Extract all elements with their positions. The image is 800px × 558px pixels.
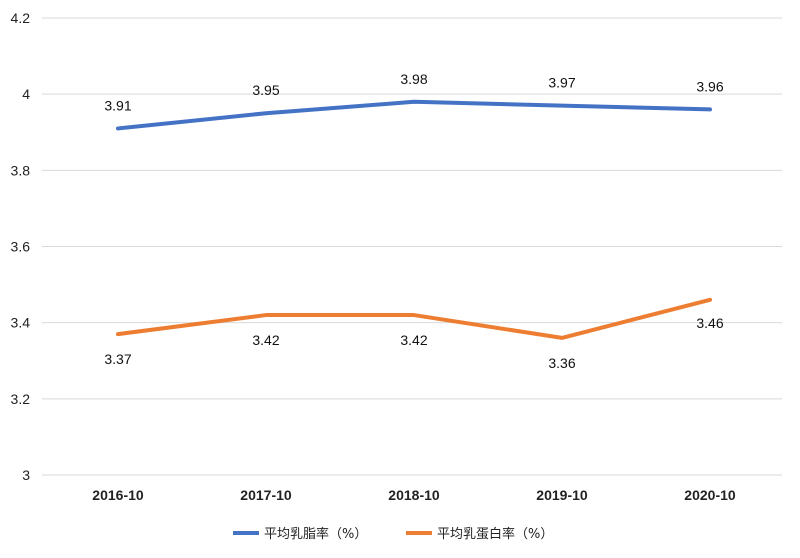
x-tick-label: 2019-10 (536, 487, 588, 503)
data-label: 3.98 (400, 71, 427, 87)
series-lines (116, 99, 712, 340)
data-label: 3.96 (696, 78, 723, 94)
data-label: 3.36 (548, 355, 575, 371)
y-tick-label: 3.6 (11, 239, 31, 255)
x-tick-label: 2017-10 (240, 487, 292, 503)
data-label: 3.97 (548, 75, 575, 91)
data-label: 3.95 (252, 82, 279, 98)
x-tick-label: 2018-10 (388, 487, 440, 503)
y-tick-label: 3.4 (11, 315, 31, 331)
y-tick-label: 3.8 (11, 162, 31, 178)
data-label: 3.37 (104, 351, 131, 367)
x-axis-ticks: 2016-10 2017-10 2018-10 2019-10 2020-10 (92, 487, 736, 503)
data-label: 3.42 (252, 332, 279, 348)
series-line-0 (116, 99, 712, 131)
legend: 平均乳脂率（%） 平均乳蛋白率（%） (233, 526, 553, 542)
y-tick-label: 4 (22, 86, 30, 102)
y-tick-label: 3 (22, 467, 30, 483)
data-labels: 3.91 3.95 3.98 3.97 3.96 3.37 3.42 3.42 3.36 3.46 (104, 71, 723, 371)
legend-label-fat: 平均乳脂率（%） (264, 526, 367, 542)
data-label: 3.42 (400, 332, 427, 348)
y-axis-ticks: 3 3.2 3.4 3.6 3.8 4 4.2 (11, 10, 31, 483)
series-line-1 (116, 297, 712, 340)
x-tick-label: 2020-10 (684, 487, 736, 503)
data-label: 3.91 (104, 97, 131, 113)
x-tick-label: 2016-10 (92, 487, 144, 503)
legend-label-protein: 平均乳蛋白率（%） (437, 526, 553, 542)
y-tick-label: 3.2 (11, 391, 31, 407)
gridlines (42, 17, 782, 476)
y-tick-label: 4.2 (11, 10, 31, 26)
data-label: 3.46 (696, 315, 723, 331)
